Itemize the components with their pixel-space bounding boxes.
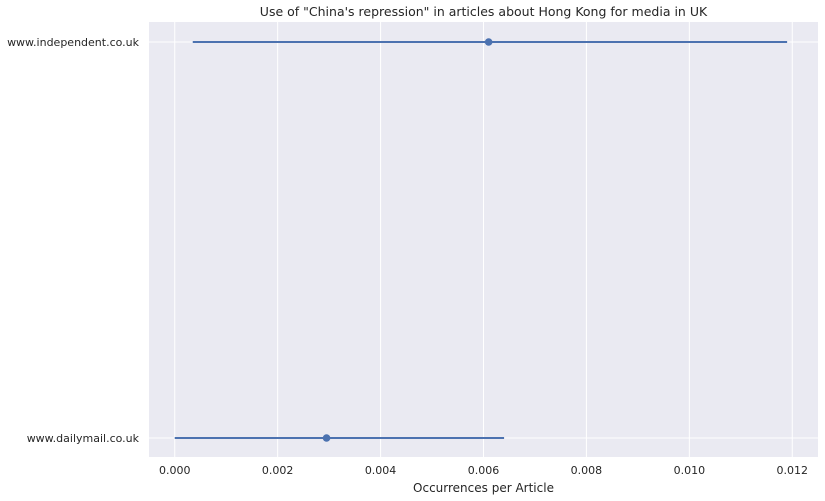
x-tick-label: 0.010 bbox=[674, 464, 706, 477]
x-tick-label: 0.012 bbox=[777, 464, 809, 477]
data-point bbox=[322, 434, 331, 442]
series bbox=[174, 38, 788, 442]
x-axis-label: Occurrences per Article bbox=[413, 481, 554, 495]
x-axis: 0.000 0.002 0.004 0.006 0.008 0.010 0.012 bbox=[159, 464, 808, 477]
y-tick-label: www.independent.co.uk bbox=[7, 36, 140, 49]
y-axis: www.independent.co.uk www.dailymail.co.uk bbox=[7, 36, 140, 445]
x-tick-label: 0.006 bbox=[468, 464, 500, 477]
x-tick-label: 0.004 bbox=[365, 464, 397, 477]
x-tick-label: 0.008 bbox=[571, 464, 603, 477]
y-tick-label: www.dailymail.co.uk bbox=[27, 432, 140, 445]
chart-title: Use of "China's repression" in articles … bbox=[260, 4, 708, 19]
x-tick-label: 0.000 bbox=[159, 464, 191, 477]
x-tick-label: 0.002 bbox=[262, 464, 294, 477]
data-point bbox=[484, 38, 493, 46]
